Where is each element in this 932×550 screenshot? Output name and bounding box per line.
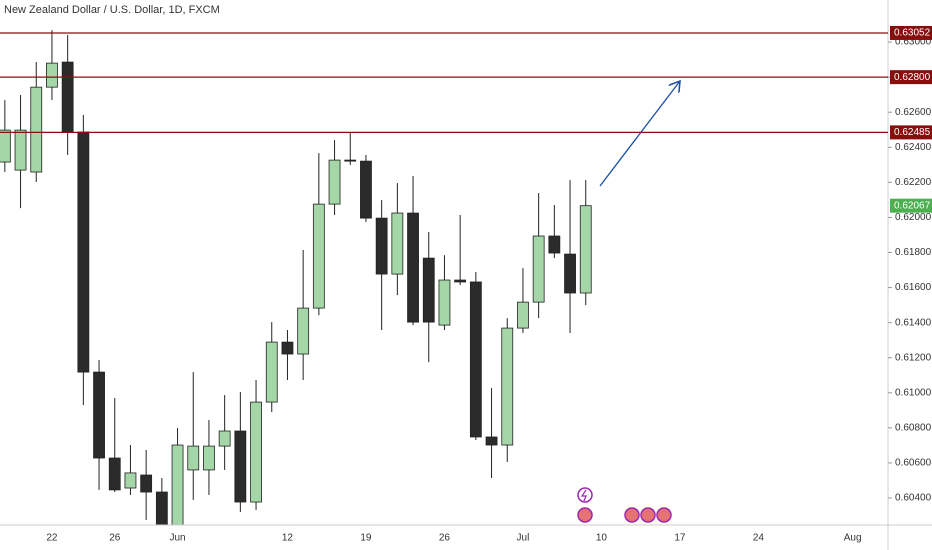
candle-body [0,129,11,163]
candle-body [77,131,90,373]
projection-arrow [599,81,680,187]
candle-body [360,160,372,219]
candle-body [234,430,247,503]
level-label-box [890,125,932,140]
candle-body [108,457,121,491]
x-tick-label: Jun [169,533,185,544]
candle-body [391,212,404,275]
last-price-box [890,198,932,213]
y-tick-label: 0.60800 [895,422,932,433]
candle-body [407,212,419,323]
x-tick-label: Jul [517,533,530,544]
level-label: 0.63052 [894,28,931,39]
candle-body [485,436,498,446]
event-icons [577,487,672,523]
y-tick-label: 0.60400 [895,493,932,504]
candle-body [281,341,294,355]
x-tick-label: 12 [282,533,294,544]
candle-body [579,205,592,294]
candle-body [203,445,215,471]
candle-body [265,341,278,403]
candle-body [61,61,74,133]
y-tick-label: 0.62600 [895,107,932,118]
candle-body [140,474,153,493]
x-tick-label: 17 [674,533,686,544]
candle-body [469,281,482,438]
candle-body [344,159,357,162]
y-tick-label: 0.61400 [895,317,932,328]
candle-body [155,491,168,525]
x-tick-label: 19 [360,533,372,544]
candle-body [93,371,105,459]
candle-body [517,301,529,329]
candle-body [46,62,58,88]
y-tick-label: 0.61800 [895,247,932,258]
chart-title: New Zealand Dollar / U.S. Dollar, 1D, FX… [4,4,220,16]
y-tick-label: 0.62200 [895,177,932,188]
x-tick-label: 26 [109,533,121,544]
plot-area [0,30,592,525]
candle-body [532,235,545,303]
y-tick-label: 0.61000 [895,387,932,398]
y-tick-label: 0.61200 [895,352,932,363]
candle-body [250,401,262,503]
level-label: 0.62485 [894,127,931,138]
level-label-box [890,25,932,40]
candle-body [564,253,576,294]
y-tick-label: 0.61600 [895,282,932,293]
x-tick-label: 10 [596,533,608,544]
candle-body [312,203,325,309]
candle-body [328,159,341,205]
candle-body [454,279,467,283]
y-tick-label: 0.63000 [895,37,932,48]
candle-body [30,86,43,173]
candle-body [375,217,388,275]
level-label: 0.62800 [894,72,931,83]
candle-body [171,444,184,525]
y-tick-label: 0.62000 [895,212,932,223]
x-tick-label: 22 [46,533,58,544]
last-price-label: 0.62067 [894,200,931,211]
candle-body [297,307,310,355]
candle-body [438,279,451,326]
y-tick-label: 0.60600 [895,458,932,469]
candle-body [14,129,27,171]
x-tick-label: 26 [439,533,451,544]
candle-body [124,472,137,489]
x-tick-label: 24 [753,533,765,544]
candle-body [501,327,514,446]
y-tick-label: 0.62400 [895,142,932,153]
level-label-box [890,70,932,85]
candle-body [548,235,561,254]
candle-body [187,445,200,471]
x-tick-label: Aug [844,533,862,544]
candle-body [422,257,435,323]
candle-body [218,430,231,447]
